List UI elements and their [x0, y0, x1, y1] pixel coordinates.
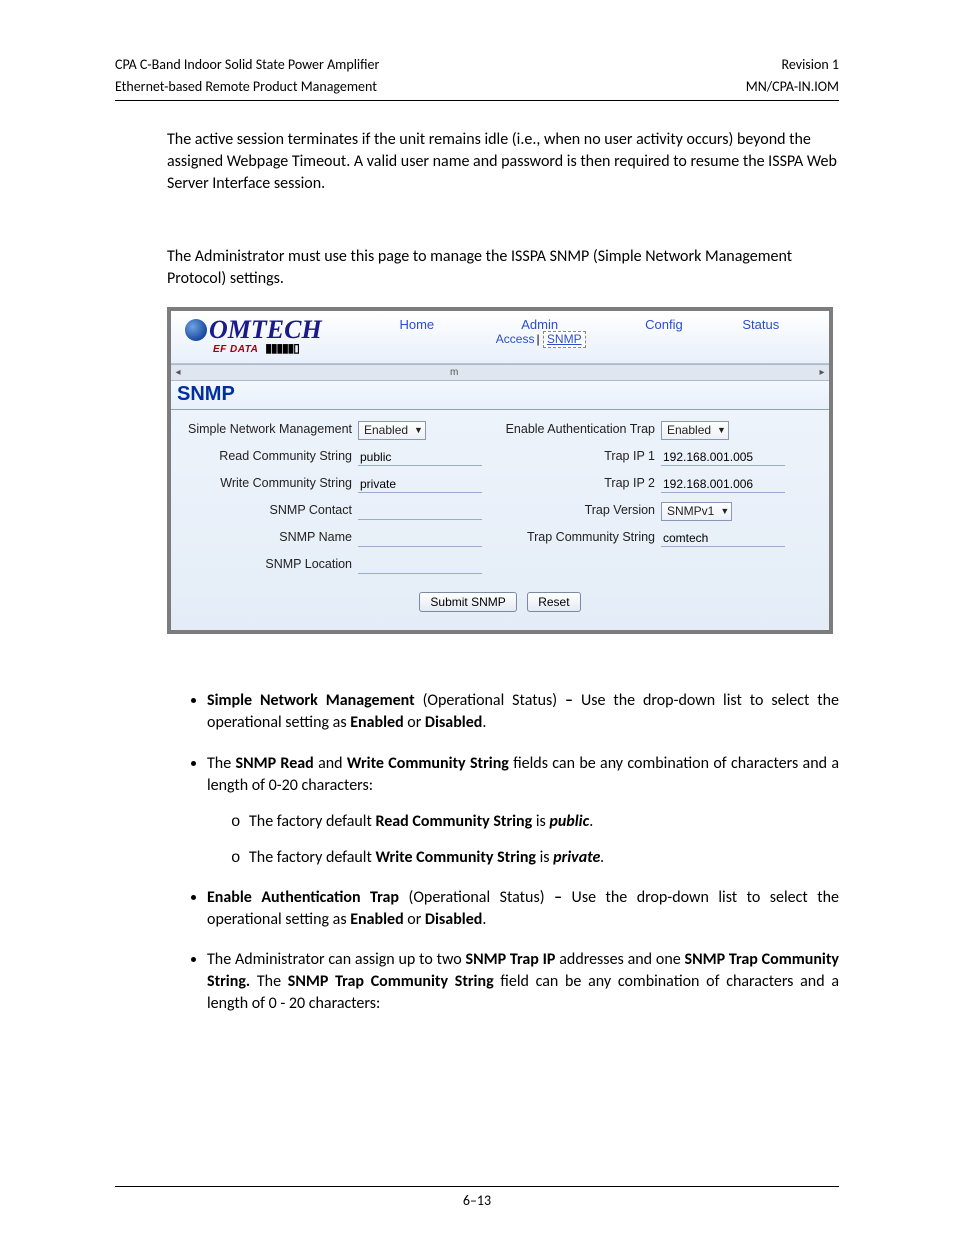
subnav-snmp[interactable]: SNMP [543, 331, 586, 348]
header-left-2: Ethernet-based Remote Product Management [115, 78, 377, 96]
label-snmp-name: SNMP Name [187, 531, 358, 545]
chevron-down-icon: ▼ [720, 506, 729, 516]
intro-paragraph-1: The active session terminates if the uni… [115, 129, 839, 194]
header-right-2: MN/CPA-IN.IOM [746, 78, 839, 96]
header-rule [115, 100, 839, 101]
footer-rule [115, 1186, 839, 1187]
select-snm[interactable]: Enabled▼ [358, 421, 426, 440]
nav-config[interactable]: Config [645, 317, 683, 348]
panel-title: SNMP [171, 381, 829, 410]
header-right-1: Revision 1 [782, 56, 839, 74]
bullet-2-sub-1: The factory default Read Community Strin… [249, 811, 839, 833]
page-number: 6–13 [0, 1192, 954, 1209]
label-snmp-contact: SNMP Contact [187, 504, 358, 518]
bullet-2-sub-2: The factory default Write Community Stri… [249, 847, 839, 869]
reset-button[interactable]: Reset [527, 592, 580, 612]
input-trap-community[interactable] [661, 530, 785, 547]
label-trap-ip1: Trap IP 1 [500, 450, 661, 464]
subnav-access[interactable]: Access [496, 332, 535, 346]
label-trap-ip2: Trap IP 2 [500, 477, 661, 491]
bullet-2: The SNMP Read and Write Community String… [207, 753, 839, 869]
chevron-down-icon: ▼ [717, 425, 726, 435]
label-auth-trap: Enable Authentication Trap [500, 423, 661, 437]
input-write-community[interactable] [358, 476, 482, 493]
select-auth-trap[interactable]: Enabled▼ [661, 421, 729, 440]
label-write-community: Write Community String [187, 477, 358, 491]
bullet-3: Enable Authentication Trap (Operational … [207, 887, 839, 931]
input-snmp-contact[interactable] [358, 503, 482, 520]
nav-admin[interactable]: Admin [494, 317, 586, 332]
label-snmp-location: SNMP Location [187, 558, 358, 572]
input-snmp-location[interactable] [358, 557, 482, 574]
bullet-4: The Administrator can assign up to two S… [207, 949, 839, 1015]
scroll-right-icon[interactable]: ▸ [815, 367, 829, 378]
label-trap-community: Trap Community String [500, 531, 661, 545]
submit-snmp-button[interactable]: Submit SNMP [419, 592, 516, 612]
logo-swirl-icon [185, 319, 207, 341]
input-trap-ip1[interactable] [661, 449, 785, 466]
nav-status[interactable]: Status [742, 317, 779, 348]
scroll-marker: m [450, 367, 458, 378]
input-trap-ip2[interactable] [661, 476, 785, 493]
select-trap-version[interactable]: SNMPv1▼ [661, 502, 732, 521]
input-snmp-name[interactable] [358, 530, 482, 547]
scroll-left-icon[interactable]: ◂ [171, 367, 185, 378]
intro-paragraph-2: The Administrator must use this page to … [115, 246, 839, 289]
comtech-logo: OMTECH [171, 311, 330, 345]
chevron-down-icon: ▼ [414, 425, 423, 435]
input-read-community[interactable] [358, 449, 482, 466]
label-read-community: Read Community String [187, 450, 358, 464]
label-snm: Simple Network Management [187, 423, 358, 437]
header-left-1: CPA C-Band Indoor Solid State Power Ampl… [115, 56, 379, 74]
nav-home[interactable]: Home [399, 317, 434, 348]
snmp-screenshot: OMTECH EF DATA ▮▮▮▮▮▯ Home Admin Access|… [167, 307, 833, 634]
label-trap-version: Trap Version [500, 504, 661, 518]
bullet-1: Simple Network Management (Operational S… [207, 690, 839, 734]
bullet-list: Simple Network Management (Operational S… [115, 690, 839, 1015]
